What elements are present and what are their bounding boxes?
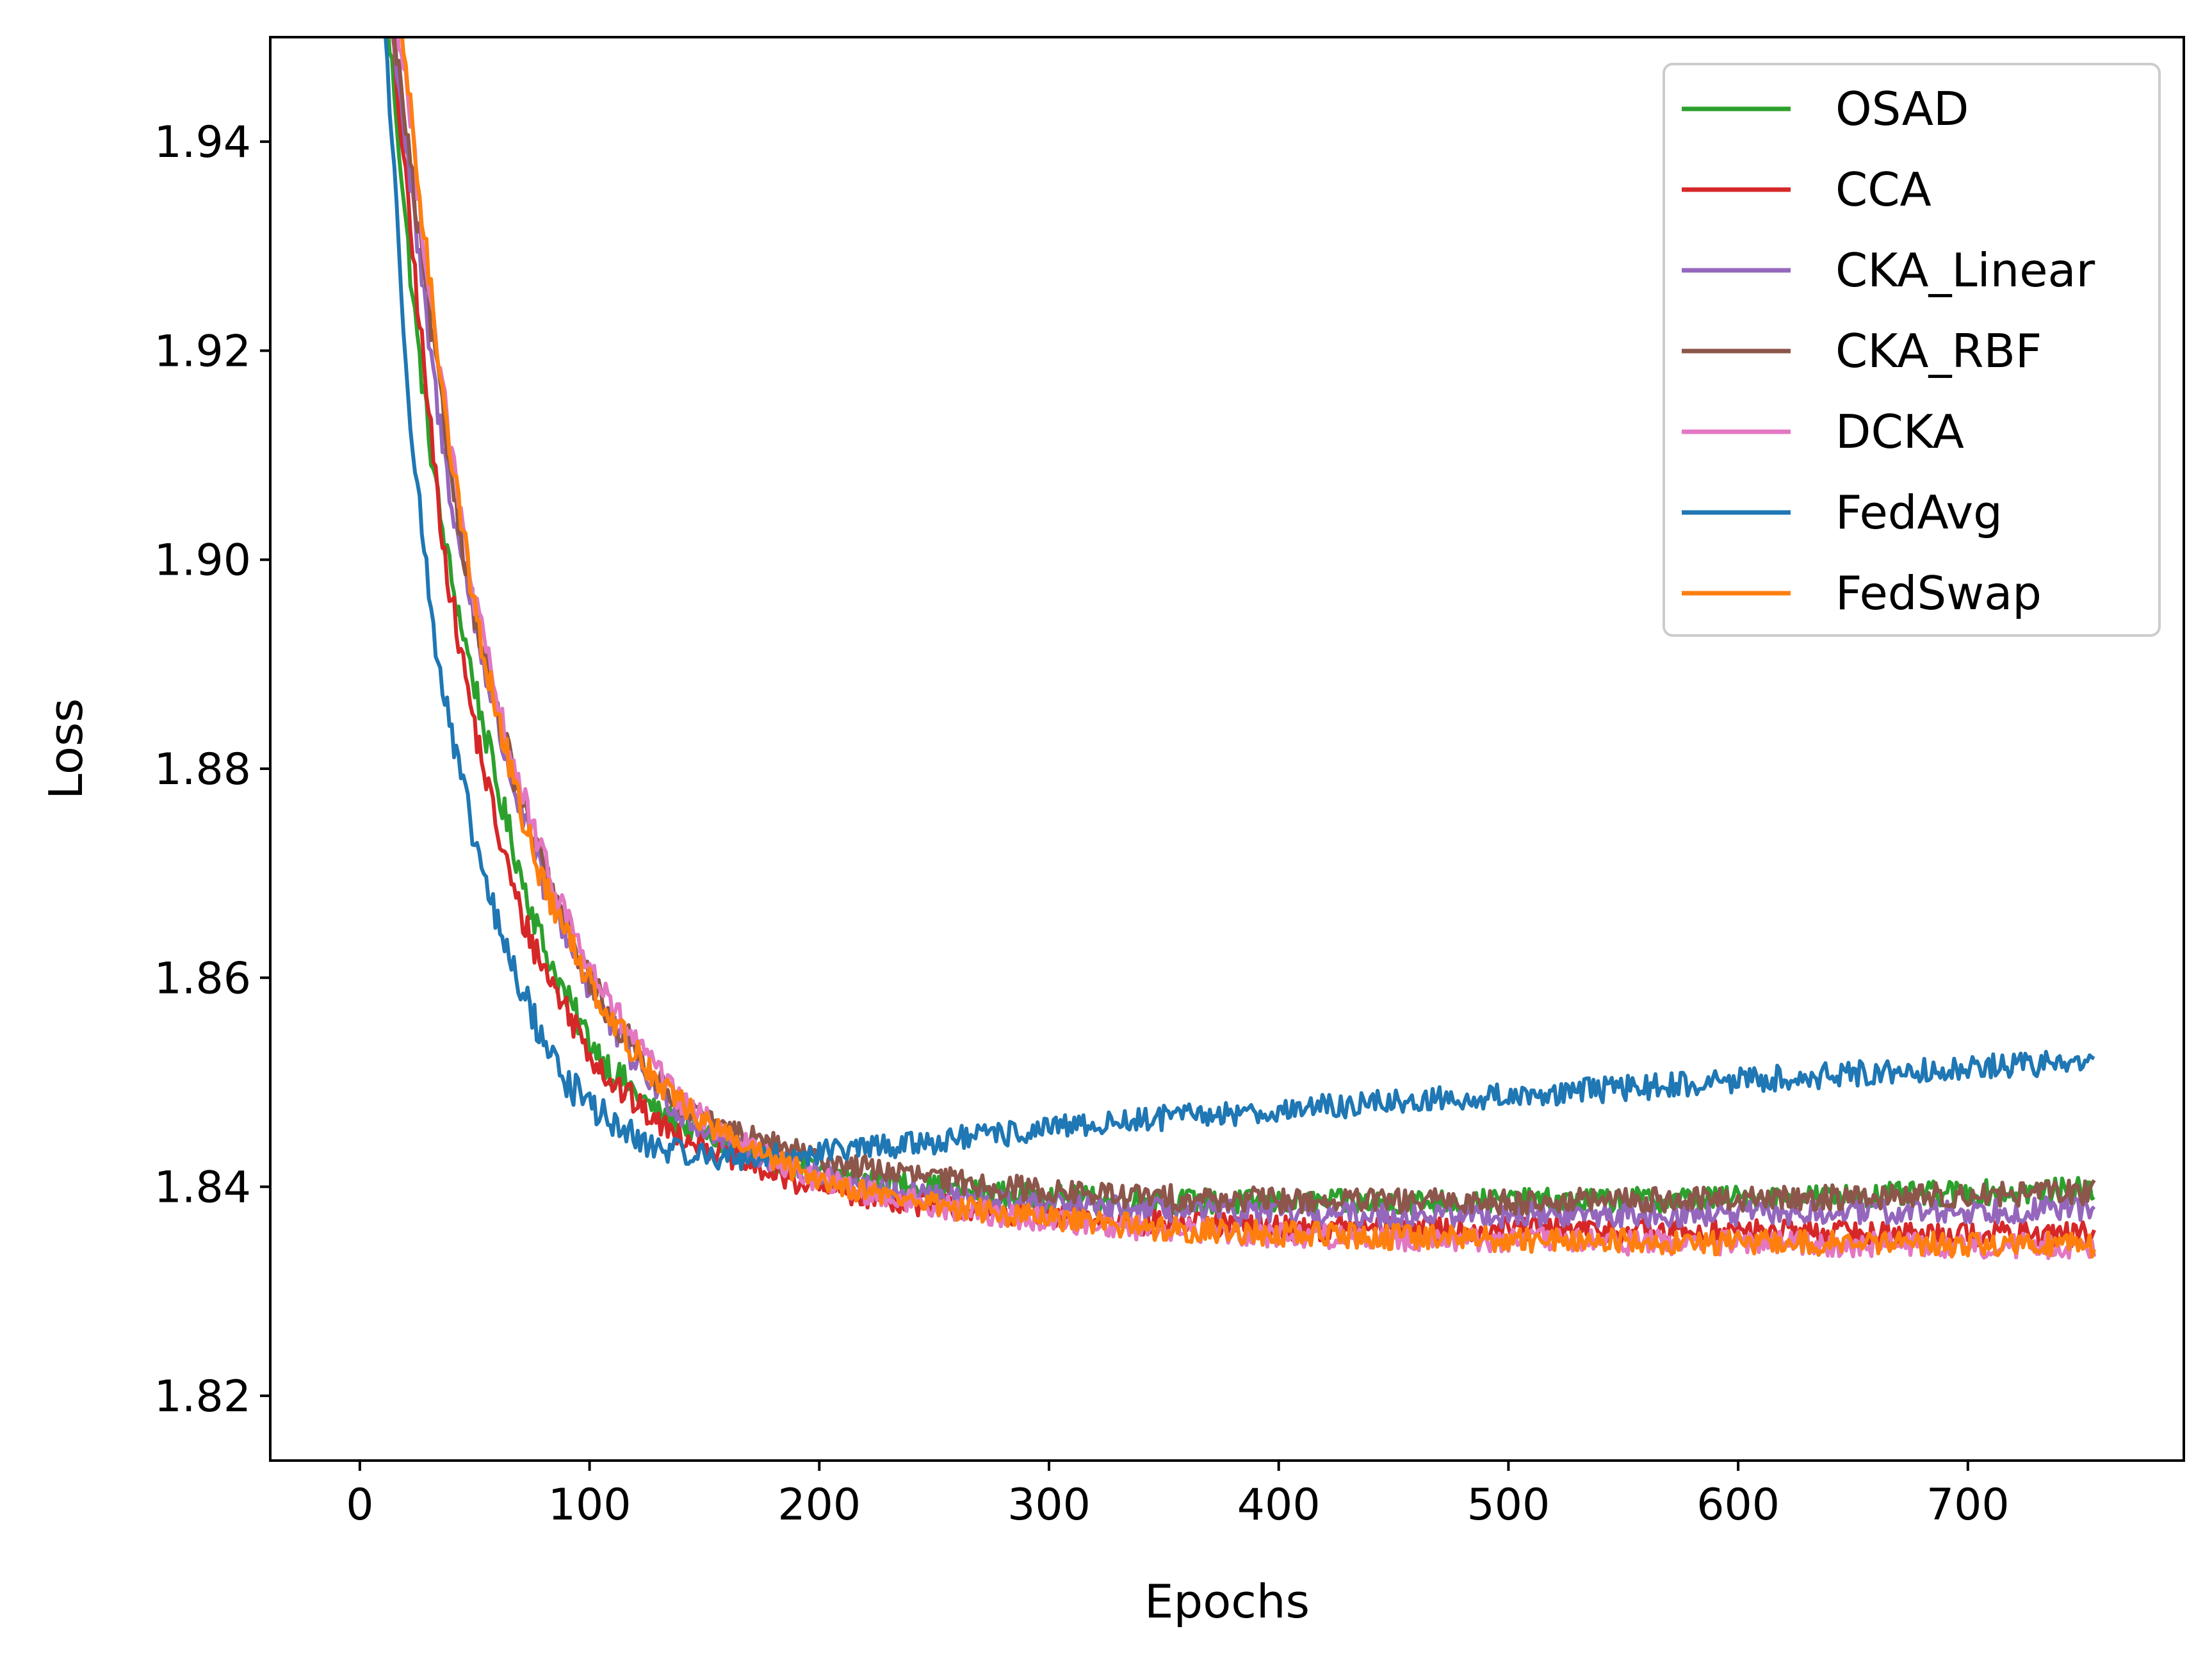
legend-label: FedSwap	[1835, 566, 2042, 620]
legend-label: CKA_RBF	[1835, 324, 2042, 378]
series-line-fedavg	[384, 37, 2095, 1172]
series-line-osad	[386, 37, 2095, 1217]
series-line-cka-rbf	[393, 37, 2096, 1216]
legend-label: FedAvg	[1835, 486, 2003, 539]
y-tick-label: 1.84	[154, 1163, 251, 1213]
x-tick-label: 300	[1007, 1480, 1091, 1530]
x-tick-label: 0	[346, 1480, 373, 1530]
x-axis: 0 100 200 300 400 500 600 700	[346, 1461, 2010, 1530]
series-line-cka-linear	[392, 37, 2096, 1229]
series-line-fedswap	[400, 37, 2096, 1259]
y-axis: 1.82 1.84 1.86 1.88 1.90 1.92 1.94	[154, 117, 270, 1422]
x-tick-label: 600	[1696, 1480, 1780, 1530]
y-tick-label: 1.92	[154, 326, 251, 377]
legend-label: CCA	[1835, 163, 1931, 217]
x-tick-label: 700	[1926, 1480, 2010, 1530]
legend-label: DCKA	[1835, 405, 1964, 459]
legend-label: CKA_Linear	[1835, 243, 2095, 297]
x-tick-label: 200	[777, 1480, 861, 1530]
legend-label: OSAD	[1835, 82, 1969, 136]
y-tick-label: 1.94	[154, 117, 251, 168]
x-tick-label: 100	[548, 1480, 631, 1530]
y-tick-label: 1.90	[154, 536, 251, 586]
plot-frame	[269, 36, 2185, 1462]
legend: OSAD CCA CKA_Linear CKA_RBF DCKA FedAvg FedSwa…	[1663, 63, 2161, 637]
y-tick-label: 1.82	[154, 1372, 251, 1422]
x-tick-label: 500	[1467, 1480, 1550, 1530]
x-tick-label: 400	[1237, 1480, 1321, 1530]
legend-box	[1663, 63, 2161, 637]
series-layer	[384, 37, 2097, 1261]
y-tick-label: 1.88	[154, 744, 251, 795]
y-axis-label: Loss	[39, 698, 93, 799]
y-tick-label: 1.86	[154, 953, 251, 1004]
x-axis-label: Epochs	[1144, 1575, 1310, 1628]
